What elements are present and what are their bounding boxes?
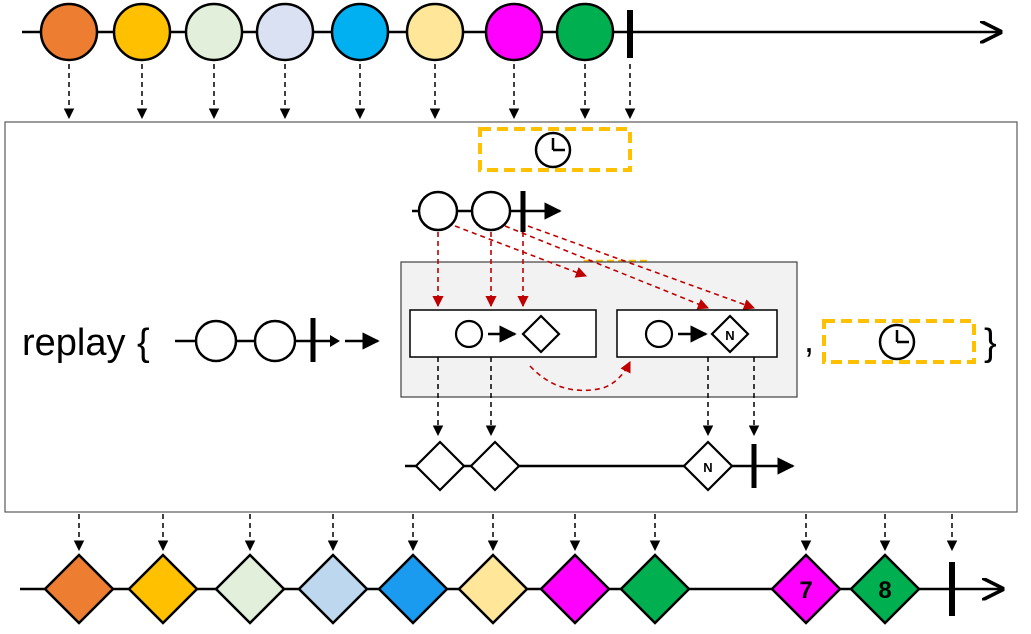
output-arrows: [73, 514, 958, 552]
input-arrows: [63, 64, 636, 120]
output-diamond-label-7: 7: [799, 577, 812, 604]
source-marble: [255, 2, 315, 62]
output-diamond: [539, 553, 611, 625]
operator-name: replay: [22, 322, 126, 364]
output-diamond: [619, 553, 691, 625]
inner-output-diamond-label: N: [703, 460, 712, 475]
output-diamond: [770, 553, 842, 625]
inner-source-timeline: [412, 190, 562, 232]
source-timeline: [22, 2, 1000, 62]
output-diamond: [214, 553, 286, 625]
red-dashed-arrows: [432, 225, 756, 392]
source-marble: [330, 2, 390, 62]
window-duration-box-top: [478, 127, 632, 172]
inner-source-marble: [470, 190, 512, 232]
source-marble: [555, 2, 615, 62]
output-diamond: [457, 553, 529, 625]
source-marble: [484, 2, 544, 62]
clock-icon: [534, 131, 572, 169]
output-diamond-label-8: 8: [878, 577, 891, 604]
operator-close-brace: }: [984, 322, 997, 364]
output-diamond: [297, 553, 369, 625]
source-marble: [39, 2, 99, 62]
inner-output-diamond-n: [682, 440, 734, 492]
inner-output-diamond: [469, 440, 521, 492]
output-diamond: [127, 553, 199, 625]
inner-source-marble: [417, 190, 459, 232]
inner-output-arrows: [432, 357, 760, 437]
inner-box-diamond-label: N: [725, 328, 734, 343]
output-diamond: [849, 553, 921, 625]
source-marble: [112, 2, 172, 62]
output-diamond: [43, 553, 115, 625]
signature-marble: [253, 319, 297, 363]
selector-box-right: N: [616, 309, 778, 358]
operator-comma: ,: [804, 319, 814, 360]
source-marble: [184, 2, 244, 62]
selector-box-left: [409, 309, 597, 358]
window-duration-box-argument: [822, 319, 976, 364]
output-timeline: 7 8: [20, 553, 1002, 625]
inner-output-diamond: [414, 440, 466, 492]
signature-marble: [194, 319, 238, 363]
output-diamond: [377, 553, 449, 625]
clock-icon: [878, 323, 916, 361]
inner-output-timeline: N: [405, 440, 795, 492]
operator-open-brace: {: [137, 322, 150, 364]
signature-timeline: [175, 318, 380, 363]
source-marble: [405, 2, 465, 62]
